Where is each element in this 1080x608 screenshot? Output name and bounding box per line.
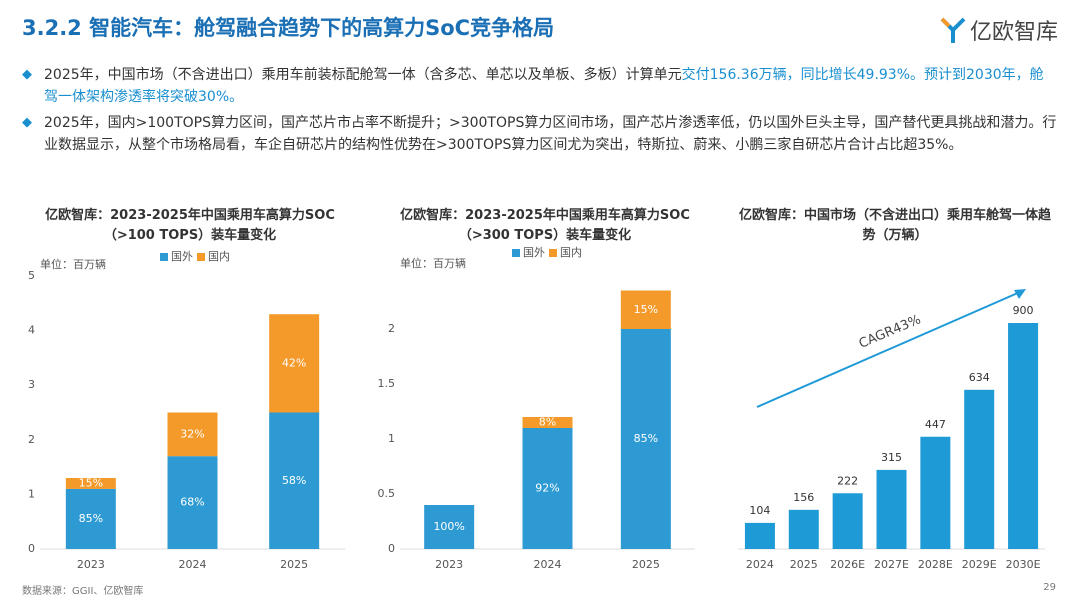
- segment-label: 100%: [433, 520, 464, 533]
- bar: [876, 469, 907, 549]
- bullet-text: 2025年，中国市场（不含进出口）乘用车前装标配舱驾一体（含多芯、单芯以及单板、…: [44, 67, 682, 83]
- segment-label: 42%: [282, 356, 306, 369]
- segment-label: 85%: [79, 512, 103, 525]
- y-tick-label: 1: [388, 432, 395, 445]
- segment-label: 92%: [535, 482, 559, 495]
- x-tick-label: 2030E: [1006, 558, 1041, 571]
- x-tick-label: 2025: [280, 558, 308, 571]
- unit-label: 单位：百万辆: [40, 257, 106, 271]
- legend-swatch: [549, 249, 557, 257]
- chart-title: 亿欧智库：中国市场（不含进出口）乘用车舱驾一体趋势（万辆）: [738, 208, 1051, 243]
- y-tick-label: 0: [28, 542, 35, 555]
- chart-title: 亿欧智库：2023-2025年中国乘用车高算力SOC（>300 TOPS）装车量…: [400, 208, 690, 243]
- bullets: 2025年，中国市场（不含进出口）乘用车前装标配舱驾一体（含多芯、单芯以及单板、…: [22, 64, 1057, 160]
- data-label: 222: [837, 474, 858, 487]
- x-tick-label: 2024: [179, 558, 207, 571]
- x-tick-label: 2023: [77, 558, 105, 571]
- legend-swatch: [197, 253, 205, 261]
- bar-segment: [65, 488, 116, 549]
- x-tick-label: 2025: [632, 558, 660, 571]
- segment-label: 32%: [180, 427, 204, 440]
- y-tick-label: 0.5: [378, 487, 396, 500]
- data-label: 900: [1013, 304, 1034, 317]
- segment-label: 58%: [282, 474, 306, 487]
- x-tick-label: 2028E: [918, 558, 953, 571]
- arrow-head: [1014, 289, 1026, 299]
- bullet-text: 2025年，国内>100TOPS算力区间，国产芯片市占率不断提升；>300TOP…: [44, 115, 1057, 153]
- bar-segment: [522, 417, 573, 428]
- bar-segment: [424, 505, 475, 549]
- x-tick-label: 2026E: [830, 558, 865, 571]
- unit-label: 单位：百万辆: [400, 256, 466, 270]
- bar: [964, 389, 995, 549]
- slide-title: 3.2.2 智能汽车：舱驾融合趋势下的高算力SoC竞争格局: [22, 16, 555, 40]
- segment-label: 15%: [634, 303, 658, 316]
- y-tick-label: 2: [388, 322, 395, 335]
- trend-arrow: [756, 291, 1021, 408]
- data-label: 104: [749, 504, 770, 517]
- bar-segment: [522, 428, 573, 549]
- data-label: 634: [969, 371, 990, 384]
- legend-label: 国外: [523, 246, 545, 259]
- x-tick-label: 2024: [746, 558, 774, 571]
- chart-title: 亿欧智库：2023-2025年中国乘用车高算力SOC（>100 TOPS）装车量…: [45, 208, 335, 243]
- x-tick-label: 2024: [534, 558, 562, 571]
- bar: [920, 436, 951, 549]
- y-tick-label: 1.5: [378, 377, 396, 390]
- bar-segment: [620, 290, 671, 329]
- logo: 亿欧智库: [940, 14, 1058, 46]
- x-tick-label: 2023: [435, 558, 463, 571]
- data-label: 447: [925, 418, 946, 431]
- data-label: 315: [881, 451, 902, 464]
- x-tick-label: 2025: [790, 558, 818, 571]
- segment-label: 68%: [180, 496, 204, 509]
- segment-label: 15%: [79, 476, 103, 489]
- annotation: CAGR43%: [857, 312, 923, 351]
- bar: [832, 493, 863, 549]
- bar-segment: [167, 412, 218, 457]
- legend-swatch: [512, 249, 520, 257]
- logo-icon: [940, 17, 966, 43]
- bar-segment: [269, 314, 320, 413]
- segment-label: 85%: [634, 432, 658, 445]
- bar: [788, 509, 819, 549]
- bar: [744, 522, 775, 549]
- bar-segment: [269, 412, 320, 549]
- segment-label: 8%: [539, 416, 556, 429]
- legend-swatch: [160, 253, 168, 261]
- bar-segment: [65, 478, 116, 489]
- y-tick-label: 5: [28, 269, 35, 282]
- y-tick-label: 3: [28, 378, 35, 391]
- page-number: 29: [1043, 582, 1056, 593]
- segment-label: 0%: [440, 492, 457, 505]
- bar: [1008, 323, 1039, 549]
- logo-text: 亿欧智库: [969, 20, 1058, 45]
- bullet: 2025年，国内>100TOPS算力区间，国产芯片市占率不断提升；>300TOP…: [22, 112, 1057, 156]
- bullet: 2025年，中国市场（不含进出口）乘用车前装标配舱驾一体（含多芯、单芯以及单板、…: [22, 64, 1057, 108]
- bullet-text: 交付156.36万辆，同比增长49.93%。预计到2030年，舱驾一体架构渗透率…: [44, 67, 1044, 105]
- legend-label: 国外: [171, 250, 193, 263]
- data-label: 156: [793, 491, 814, 504]
- y-tick-label: 4: [28, 324, 35, 337]
- x-tick-label: 2027E: [874, 558, 909, 571]
- y-tick-label: 2: [28, 433, 35, 446]
- bar-segment: [167, 456, 218, 549]
- legend-label: 国内: [560, 245, 582, 259]
- legend-label: 国内: [208, 249, 230, 263]
- y-tick-label: 1: [28, 487, 35, 500]
- y-tick-label: 0: [388, 542, 395, 555]
- bar-segment: [620, 329, 671, 549]
- source: 数据来源：GGII、亿欧智库: [22, 586, 144, 597]
- x-tick-label: 2029E: [962, 558, 997, 571]
